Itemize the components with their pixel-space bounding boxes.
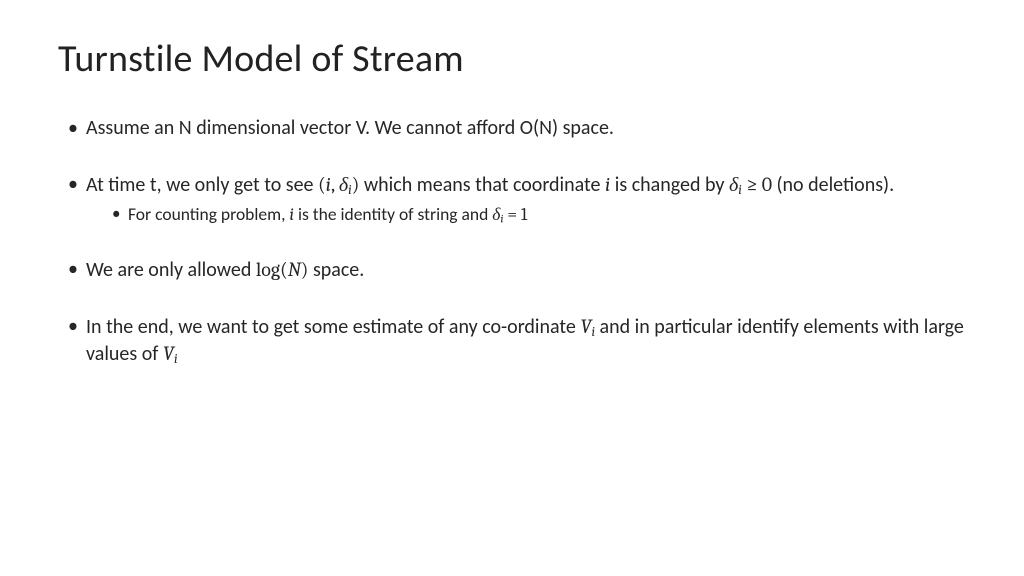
sb1-mid: is the identity of string and <box>294 203 492 225</box>
b4-V2-sub: i <box>174 352 178 367</box>
bullet-list: Assume an N dimensional vector V. We can… <box>58 116 966 368</box>
b3-pre: We are only allowed <box>86 258 256 282</box>
b3-open: ( <box>280 258 288 281</box>
bullet-1-text: Assume an N dimensional vector V. We can… <box>86 116 614 140</box>
b2-geq: ≥ 0 <box>742 173 777 196</box>
b3-N: N <box>288 258 301 281</box>
bullet-2: At time t, we only get to see (i, δi) wh… <box>66 172 966 227</box>
b2-post1: is changed by <box>610 173 729 197</box>
bullet-1: Assume an N dimensional vector V. We can… <box>66 116 966 142</box>
bullet-4: In the end, we want to get some estimate… <box>66 314 966 369</box>
b2-paren-open: ( <box>318 173 326 196</box>
slide-container: Turnstile Model of Stream Assume an N di… <box>0 0 1024 576</box>
sub-bullet-list: For counting problem, i is the identity … <box>86 203 966 227</box>
b3-log: log <box>256 258 280 281</box>
sb1-eq: = 1 <box>504 205 528 225</box>
b3-post: space. <box>308 258 364 282</box>
sb1-pre: For counting problem, <box>128 203 289 225</box>
bullet-3: We are only allowed log(N) space. <box>66 257 966 284</box>
b4-V: V <box>580 315 591 338</box>
b2-delta: δ <box>339 173 348 196</box>
b2-post2: (no deletions). <box>776 173 894 197</box>
b4-V2: V <box>163 342 174 365</box>
b4-pre: In the end, we want to get some estimate… <box>86 315 580 339</box>
slide-title: Turnstile Model of Stream <box>58 36 966 82</box>
b2-mid: which means that coordinate <box>359 173 605 197</box>
sub-bullet-1: For counting problem, i is the identity … <box>110 203 966 227</box>
b2-pre: At time t, we only get to see <box>86 173 318 197</box>
b2-delta2: δ <box>729 173 738 196</box>
b2-comma: , <box>331 173 339 196</box>
